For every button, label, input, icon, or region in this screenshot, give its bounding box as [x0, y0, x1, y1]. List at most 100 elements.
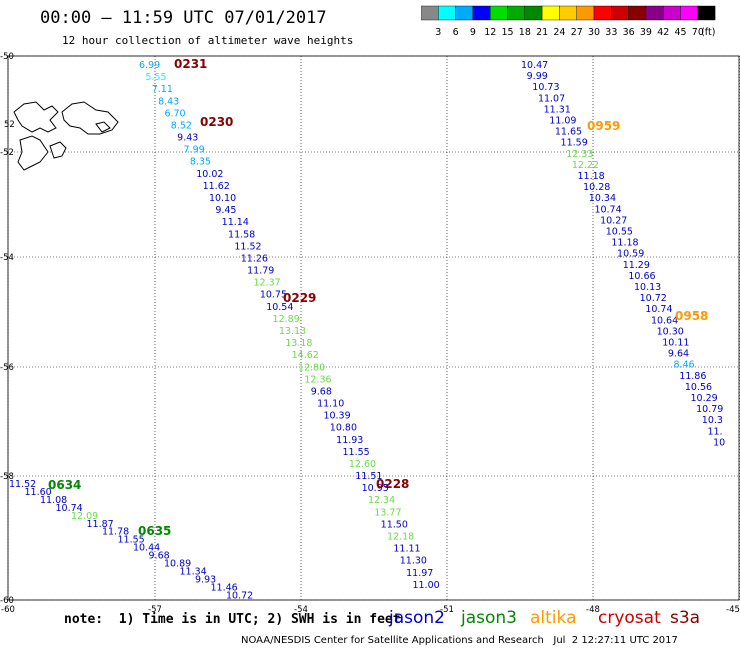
swh-value: 12.36 [304, 374, 331, 385]
swh-value: 10.64 [651, 315, 678, 326]
swh-value: 10.47 [521, 60, 548, 71]
colorbar: 3 6 9 12 15 18 21 24 27 30 33 36 39 42 45 70(ft) [421, 5, 715, 38]
swh-value: 13.18 [285, 338, 312, 349]
swh-value: 11.30 [400, 556, 427, 567]
swh-value: 13.13 [279, 326, 306, 337]
swh-value: 12.18 [387, 532, 414, 543]
swh-value: 11.00 [412, 580, 439, 591]
colorbar-label: 33 [605, 27, 617, 38]
legend-jason3: jason3 [461, 608, 517, 628]
swh-value: 10 [713, 437, 725, 448]
swh-value: 10.74 [645, 304, 672, 315]
y-tick-label: 52 [4, 120, 15, 130]
swh-value: 10.02 [196, 169, 223, 180]
swh-value: 11.31 [544, 104, 571, 115]
x-tick-label: -48 [586, 605, 600, 615]
swh-value: 9.93 [195, 574, 216, 585]
swh-value: 10.59 [617, 249, 644, 260]
swh-value: 10.54 [266, 302, 293, 313]
colorbar-label: 27 [571, 27, 583, 38]
map-subtitle: 12 hour collection of altimeter wave hei… [62, 34, 354, 47]
colorbar-label: 6 [453, 27, 459, 38]
track-0634: 11.5211.6011.0810.7412.0911.8711.7811.55… [9, 479, 253, 601]
swh-value: 11.58 [228, 229, 255, 240]
swh-value: 10.74 [56, 503, 83, 514]
map-grid [7, 55, 740, 601]
legend-altika: altika [530, 608, 577, 628]
swh-value: 10.39 [323, 411, 350, 422]
colorbar-label: 24 [553, 27, 565, 38]
swh-value: 10.44 [133, 543, 160, 554]
legend-s3a: s3a [670, 608, 701, 628]
colorbar-label: 42 [657, 27, 669, 38]
x-tick-label: -60 [1, 605, 15, 615]
swh-value: 11.29 [623, 260, 650, 271]
y-tick-label: -60 [0, 596, 14, 606]
swh-value: 12.34 [368, 495, 395, 506]
swh-value: 10.56 [685, 382, 712, 393]
swh-value: 11.65 [555, 127, 582, 138]
track-0959: 10.479.9910.7311.0711.3111.0911.6511.591… [521, 60, 725, 448]
pass-time-label: 0958 [675, 309, 708, 323]
swh-value: 10.55 [606, 227, 633, 238]
swh-value: 11.59 [561, 138, 588, 149]
swh-value: 10.75 [260, 290, 287, 301]
x-tick-label: -45 [726, 605, 740, 615]
pass-time-label: 0231 [174, 57, 207, 71]
x-tick-label: -54 [294, 605, 308, 615]
swh-value: 11.78 [102, 527, 129, 538]
swh-value: 11.34 [180, 566, 207, 577]
pass-time-label: 0634 [48, 478, 81, 492]
pass-time-label: 0635 [138, 524, 171, 538]
swh-value: 9.68 [311, 386, 332, 397]
swh-value: 11.26 [241, 253, 268, 264]
colorbar-label: 9 [470, 27, 476, 38]
y-tick-label: -54 [0, 253, 14, 263]
swh-value: 10.72 [226, 590, 253, 601]
swh-value: 12.09 [71, 511, 98, 522]
colorbar-label: 36 [623, 27, 635, 38]
note-text: note: 1) Time is in UTC; 2) SWH is in fe… [64, 612, 401, 627]
colorbar-label: 45 [675, 27, 687, 38]
swh-value: 8.46 [674, 360, 695, 371]
colorbar-unit: (ft) [701, 27, 715, 38]
colorbar-label: 39 [640, 27, 652, 38]
swh-value: 10.29 [691, 393, 718, 404]
swh-value: 11.07 [538, 93, 565, 104]
swh-value: 10.66 [628, 271, 655, 282]
swh-value: 10.27 [600, 215, 627, 226]
swh-value: 10.79 [696, 404, 723, 415]
y-tick-label: -56 [0, 363, 14, 373]
swh-value: 9.45 [215, 205, 236, 216]
swh-value: 10.73 [532, 82, 559, 93]
pass-time-label: 0229 [283, 291, 316, 305]
swh-value: 10.34 [589, 193, 616, 204]
swh-value: 12.80 [298, 362, 325, 373]
colorbar-label: 30 [588, 27, 600, 38]
swh-value: 13.77 [374, 507, 401, 518]
map-title: 00:00 – 11:59 UTC 07/01/2017 [40, 8, 327, 28]
swh-value: 11.52 [234, 241, 261, 252]
pass-time-label: 0228 [376, 477, 409, 491]
swh-value: 8.35 [190, 157, 211, 168]
colorbar-label: 21 [536, 27, 548, 38]
swh-value: 7.99 [184, 145, 205, 156]
swh-value: 11.60 [25, 487, 52, 498]
swh-value: 11.87 [87, 519, 114, 530]
colorbar-label: 15 [502, 27, 514, 38]
swh-value: 10.28 [583, 182, 610, 193]
swh-value: 10.95 [362, 483, 389, 494]
swh-value: 5.55 [145, 72, 166, 83]
track-0231: 6.995.557.118.436.708.52 9.437.998.3510.0… [139, 60, 440, 591]
swh-value: 10.72 [640, 293, 667, 304]
swh-value: 6.99 [139, 60, 160, 71]
colorbar-label: 12 [484, 27, 496, 38]
swh-value: 10.30 [657, 326, 684, 337]
y-tick-label: -58 [0, 472, 14, 482]
swh-value: 12.89 [273, 314, 300, 325]
falkland-islands-coastline [13, 101, 119, 171]
swh-value: 10.80 [330, 423, 357, 434]
swh-value: 10.13 [634, 282, 661, 293]
